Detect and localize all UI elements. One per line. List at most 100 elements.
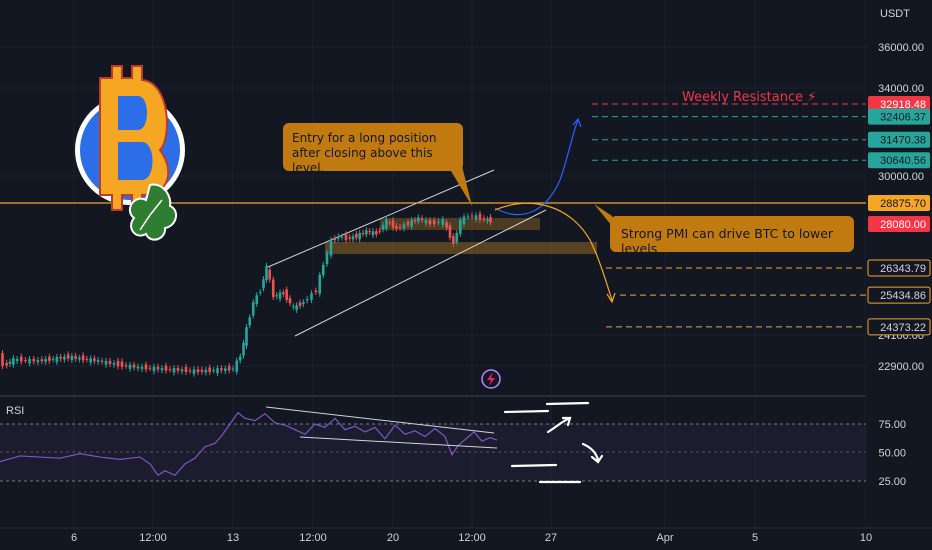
candle-body xyxy=(231,368,235,370)
candle-body xyxy=(136,366,140,369)
bearish-arrowhead-icon xyxy=(606,292,616,304)
candle-body xyxy=(437,221,440,223)
price-tag-label-0: 32918.48 xyxy=(880,99,926,111)
price-tag-label-3: 30640.56 xyxy=(880,155,926,167)
candle-body xyxy=(55,356,59,362)
candle-body xyxy=(51,358,55,360)
lightning-icon[interactable] xyxy=(481,369,501,389)
candle-body xyxy=(93,358,96,362)
candle-body xyxy=(278,292,282,299)
candle-body xyxy=(188,370,192,372)
candle-body xyxy=(5,362,8,366)
candle-body xyxy=(355,233,358,238)
candle-body xyxy=(100,360,104,362)
candle-body xyxy=(381,225,385,230)
price-levels xyxy=(0,103,866,328)
candle-body xyxy=(212,370,215,372)
candle-body xyxy=(402,224,406,229)
time-tick-label-6: 27 xyxy=(545,532,557,544)
candle-body xyxy=(81,355,85,361)
candle-body xyxy=(310,293,313,300)
pmi-note-pointer xyxy=(594,204,612,226)
candle-body xyxy=(348,237,351,239)
hand-drawn-marks xyxy=(503,401,604,484)
price-tag-6 xyxy=(867,259,931,277)
candle-body xyxy=(85,358,89,360)
candle-body xyxy=(420,218,424,220)
candle-body xyxy=(329,239,333,256)
candle-body xyxy=(216,368,219,374)
rsi-line xyxy=(0,411,498,477)
time-tick-label-9: 10 xyxy=(860,532,872,544)
bullish-arrowhead-icon xyxy=(572,117,582,128)
bearish-projection-arrow xyxy=(494,202,613,301)
candle-body xyxy=(365,230,368,235)
zone-lower xyxy=(325,242,597,254)
candle-body xyxy=(66,354,70,359)
candle-body xyxy=(74,355,77,359)
candle-body xyxy=(242,342,245,356)
candle-body xyxy=(124,365,128,367)
candle-body xyxy=(227,366,231,371)
price-tag-label-6: 26343.79 xyxy=(880,263,926,275)
time-tick-label-8: 5 xyxy=(752,532,758,544)
candle-body xyxy=(168,369,172,371)
candle-body xyxy=(486,219,489,222)
candle-body xyxy=(258,292,262,294)
candle-body xyxy=(265,265,268,281)
time-tick-label-3: 12:00 xyxy=(299,532,327,544)
rsi-tick-label-0: 75.00 xyxy=(878,419,906,431)
candle-body xyxy=(351,236,355,240)
candle-body xyxy=(245,327,248,346)
candle-body xyxy=(40,359,44,362)
price-series xyxy=(1,210,492,377)
candle-body xyxy=(176,368,180,371)
candle-body xyxy=(395,226,398,229)
candle-body xyxy=(89,358,92,363)
candle-body xyxy=(192,369,196,374)
price-tick-label-4: 22900.00 xyxy=(878,361,924,373)
candle-body xyxy=(406,222,410,226)
candle-body xyxy=(474,215,478,220)
candle-body xyxy=(63,356,66,360)
down-arrow-icon xyxy=(581,442,600,462)
candle-body xyxy=(268,269,272,280)
candle-body xyxy=(489,217,492,223)
candle-body xyxy=(441,219,445,225)
candle-body xyxy=(144,364,148,370)
candle-body xyxy=(432,220,436,225)
leaf-icon xyxy=(128,183,177,241)
candle-body xyxy=(275,295,278,297)
candle-body xyxy=(24,359,27,361)
candle-body xyxy=(152,366,156,372)
rsi-trendlines xyxy=(265,406,498,449)
candle-body xyxy=(318,274,322,294)
candle-body xyxy=(333,238,337,241)
price-tag-0 xyxy=(868,96,930,112)
candle-body xyxy=(336,236,340,239)
time-tick-label-5: 12:00 xyxy=(458,532,486,544)
bitcoin-logo-icon xyxy=(75,65,185,211)
price-tag-8 xyxy=(867,318,931,336)
price-tag-label-4: 28875.70 xyxy=(880,198,926,210)
time-tick-label-7: Apr xyxy=(656,532,673,544)
bullish-projection-arrow xyxy=(494,119,579,216)
time-axis[interactable]: 6 12:00 13 12:00 20 12:00 27 Apr 5 10 xyxy=(0,527,932,550)
candle-body xyxy=(120,361,124,367)
time-axis-background xyxy=(0,528,932,550)
candle-body xyxy=(462,216,466,224)
candle-body xyxy=(104,360,108,365)
time-tick-label-1: 12:00 xyxy=(139,532,167,544)
candle-body xyxy=(321,264,325,275)
candle-body xyxy=(295,305,298,310)
candle-body xyxy=(391,220,395,228)
rsi-axis[interactable]: 75.00 50.00 25.00 xyxy=(866,398,932,528)
candle-body xyxy=(455,233,459,243)
price-tag-label-7: 25434.86 xyxy=(880,290,926,302)
rsi-tick-label-2: 25.00 xyxy=(878,476,906,488)
rsi-indicator-label[interactable]: RSI xyxy=(6,405,25,417)
candle-body xyxy=(238,356,242,361)
candle-body xyxy=(96,360,100,362)
price-tick-label-0: 36000.00 xyxy=(878,42,924,54)
